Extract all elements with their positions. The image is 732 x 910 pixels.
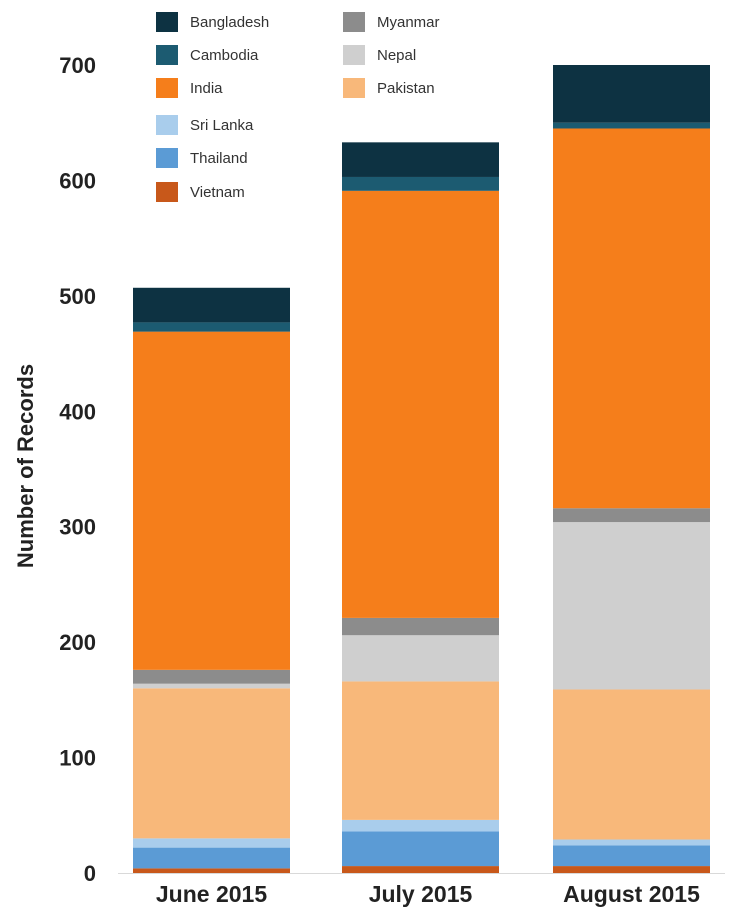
bar-segment-cambodia <box>133 322 290 332</box>
bar-stack-june-2015 <box>133 287 290 873</box>
legend-swatch <box>156 78 178 98</box>
legend: Bangladesh Myanmar Cambodia Nepal India Pakis… <box>156 12 440 202</box>
legend-swatch <box>156 182 178 202</box>
legend-item-sri-lanka: Sri Lanka <box>156 115 254 135</box>
y-tick-label: 0 <box>84 861 96 886</box>
bar-stack-july-2015 <box>342 142 499 873</box>
x-axis: June 2015 July 2015 August 2015 <box>118 873 725 907</box>
legend-swatch <box>156 148 178 168</box>
y-tick-label: 600 <box>59 168 96 193</box>
bar-segment-cambodia <box>553 122 710 129</box>
legend-label: Thailand <box>190 150 248 167</box>
bar-segment-vietnam <box>342 866 499 873</box>
y-axis: 0 100 200 300 400 500 600 700 <box>59 53 96 886</box>
bar-segment-myanmar <box>342 617 499 636</box>
legend-swatch <box>343 45 365 65</box>
bar-segment-thailand <box>342 831 499 867</box>
legend-swatch <box>156 115 178 135</box>
bar-segment-vietnam <box>133 868 290 873</box>
legend-item-myanmar: Myanmar <box>343 12 440 32</box>
legend-label: Nepal <box>377 47 416 64</box>
bar-stack-august-2015 <box>553 65 710 873</box>
legend-item-nepal: Nepal <box>343 45 416 65</box>
legend-item-cambodia: Cambodia <box>156 45 259 65</box>
y-tick-label: 500 <box>59 284 96 309</box>
x-tick-label: August 2015 <box>563 881 700 907</box>
legend-item-india: India <box>156 78 223 98</box>
legend-swatch <box>343 78 365 98</box>
bar-segment-bangladesh <box>553 65 710 123</box>
bar-segment-nepal <box>553 522 710 690</box>
bars <box>133 65 710 873</box>
legend-item-vietnam: Vietnam <box>156 182 245 202</box>
bar-segment-myanmar <box>133 669 290 684</box>
legend-item-thailand: Thailand <box>156 148 248 168</box>
y-tick-label: 300 <box>59 515 96 540</box>
bar-segment-sri-lanka <box>553 839 710 846</box>
bar-segment-bangladesh <box>133 287 290 323</box>
bar-segment-thailand <box>133 847 290 869</box>
bar-segment-pakistan <box>133 688 290 839</box>
legend-label: Pakistan <box>377 80 435 97</box>
y-axis-label: Number of Records <box>13 364 38 568</box>
bar-segment-sri-lanka <box>342 819 499 832</box>
bar-segment-thailand <box>553 845 710 867</box>
bar-segment-india <box>342 190 499 618</box>
bar-segment-pakistan <box>342 681 499 820</box>
bar-segment-nepal <box>342 635 499 682</box>
bar-segment-cambodia <box>342 176 499 191</box>
legend-swatch <box>156 45 178 65</box>
bar-segment-pakistan <box>553 689 710 840</box>
y-tick-label: 400 <box>59 399 96 424</box>
bar-segment-vietnam <box>553 866 710 873</box>
legend-item-pakistan: Pakistan <box>343 78 435 98</box>
bar-segment-india <box>133 331 290 670</box>
x-tick-label: July 2015 <box>369 881 473 907</box>
y-tick-label: 700 <box>59 53 96 78</box>
x-tick-label: June 2015 <box>156 881 267 907</box>
legend-swatch <box>343 12 365 32</box>
legend-label: Sri Lanka <box>190 117 254 134</box>
legend-label: India <box>190 80 223 97</box>
legend-label: Bangladesh <box>190 14 269 31</box>
legend-label: Cambodia <box>190 47 259 64</box>
legend-item-bangladesh: Bangladesh <box>156 12 269 32</box>
bar-segment-myanmar <box>553 508 710 523</box>
bar-segment-nepal <box>133 683 290 689</box>
bar-segment-bangladesh <box>342 142 499 177</box>
y-tick-label: 100 <box>59 746 96 771</box>
legend-label: Myanmar <box>377 14 440 31</box>
y-tick-label: 200 <box>59 630 96 655</box>
bar-segment-india <box>553 128 710 509</box>
legend-swatch <box>156 12 178 32</box>
legend-label: Vietnam <box>190 184 245 201</box>
bar-segment-sri-lanka <box>133 838 290 848</box>
